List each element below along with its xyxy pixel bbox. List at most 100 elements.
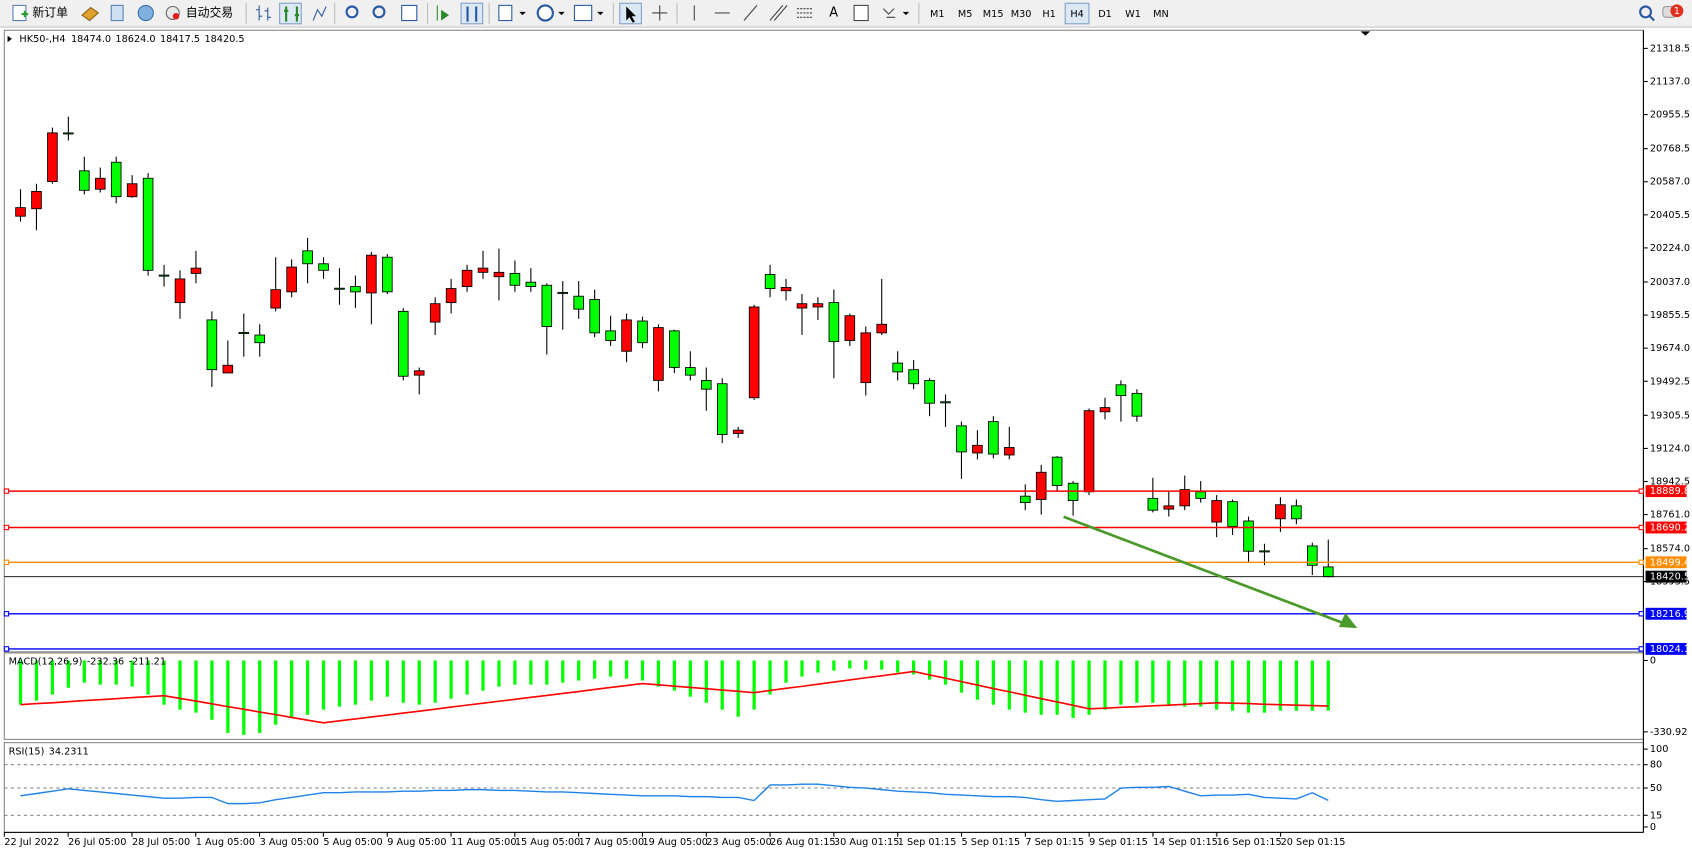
timeframe-button[interactable]: W1 [1125,9,1141,20]
y-tick-label: 21318.5 [1650,43,1690,54]
price-label-bg [1645,642,1687,655]
tile[interactable] [401,4,418,22]
indicators[interactable] [498,4,513,22]
trendline[interactable] [743,5,758,21]
macd-bar [784,660,788,683]
candle-body [1131,392,1143,417]
timeframe-button[interactable]: M1 [930,9,945,20]
macd-bar [959,660,964,693]
candle-body [15,207,26,217]
fibo[interactable] [796,8,812,18]
macd-bar [66,660,70,688]
macd-bar [975,660,980,700]
candle-body [844,315,856,341]
y-tick-label: 20405.5 [1650,210,1690,221]
icon[interactable] [110,4,124,22]
y-tick-label: 21137.0 [1650,76,1690,87]
candle-body [350,286,361,293]
macd-bar [50,660,55,695]
y-tick-label: 20224.0 [1650,243,1690,254]
bid-label-bg [1645,570,1687,583]
macd-bar [656,660,661,687]
zoom-out[interactable] [372,5,386,19]
timeframe-button[interactable]: M30 [1011,9,1032,20]
timeframe-button[interactable]: MN [1153,9,1169,20]
macd-bar [481,660,485,691]
macd-bar [194,660,198,713]
macd-bar [561,660,565,683]
badge [1670,4,1684,18]
macd-bar [433,660,437,703]
main-pane [3,29,1644,653]
candle-body [621,319,632,352]
macd-bar [1183,660,1187,707]
icon[interactable] [81,6,100,22]
candle-body [685,367,696,376]
price-line-label: 18216.9 [1650,609,1690,620]
candle-body [110,161,122,198]
price-line-label: 18889.8 [1650,486,1690,497]
macd-bar [1055,660,1059,715]
candle-body [318,263,329,271]
y-tick-label: -330.92 [1650,727,1687,738]
templates[interactable] [573,4,593,22]
x-tick-label: 9 Sep 01:15 [1089,837,1148,848]
candle-body [270,289,281,309]
timeframe-button[interactable]: H4 [1070,9,1083,20]
macd-bar [321,660,326,710]
price-label-bg [1645,607,1687,620]
candle-body [956,425,967,453]
macd-bar [449,660,453,699]
macd-bar [1007,660,1011,710]
macd-bar [1167,660,1171,705]
button-pressed[interactable] [460,2,484,25]
timeframe-button[interactable]: M15 [983,9,1004,20]
crosshair[interactable] [652,5,668,21]
main-chart: 21318.5 21137.0 20955.5 20768.5 20587.0 20405… [3,34,1690,848]
channel[interactable] [769,5,788,21]
timeframe-button[interactable]: M5 [958,9,973,20]
timeframe-button[interactable]: H1 [1042,9,1055,20]
label-tool[interactable] [853,4,869,22]
icon[interactable] [255,5,272,21]
header-marker [7,35,12,43]
macd-bar [1310,660,1314,711]
new-order-button[interactable]: 新订单 [12,4,68,22]
macd-bar [672,660,677,691]
macd-bar [305,660,310,715]
x-tick-label: 26 Jul 05:00 [68,837,126,848]
line-handle [3,524,10,531]
periods[interactable] [536,4,554,22]
candle-body [1035,471,1047,500]
macd-bar [529,660,533,685]
macd-bar [640,660,645,681]
candle-body [158,274,170,277]
line-handle [1638,559,1644,565]
candle-body [748,306,760,399]
icon [466,6,478,22]
x-tick-label: 26 Aug 01:15 [770,837,835,848]
icon[interactable] [436,5,450,21]
macd-bar [337,660,342,707]
candle-body [334,287,345,290]
macd-bar [1215,660,1219,710]
zoom-in[interactable] [345,5,359,19]
arrows[interactable] [882,8,896,18]
search[interactable] [1639,5,1653,19]
icon[interactable] [312,6,327,21]
candle-body [1307,545,1318,566]
timeframe-button[interactable]: D1 [1098,9,1112,20]
candle-body [1275,504,1286,520]
macd-bar [1135,660,1139,703]
icon[interactable] [137,4,154,22]
candle-body [892,362,903,373]
candle-body [525,281,537,287]
y-tick-label: 18942.5 [1650,477,1690,488]
candle-body [413,370,425,376]
auto-trading-button[interactable]: 自动交易 [165,5,233,20]
macd-bar [816,660,820,673]
y-tick-label: 20768.5 [1650,144,1690,155]
text-tool[interactable]: A [829,5,838,20]
macd-bar [513,660,517,685]
